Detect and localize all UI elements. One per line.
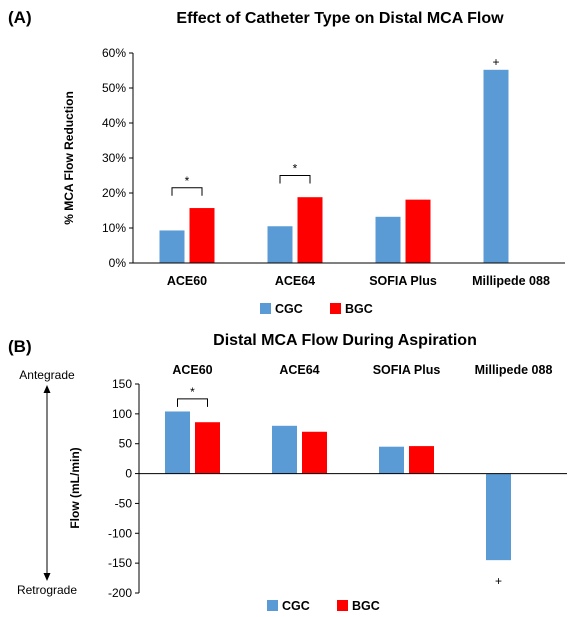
panel-b-y-ticks: 150 100 50 0 -50 -100 -150 -200 [108,377,139,600]
bar-cgc-ace64 [267,226,293,263]
bar-bgc-ace64 [297,197,323,263]
direction-arrow [43,385,51,581]
bar-bgc-ace60 [195,422,220,474]
legend-label-cgc: CGC [282,599,310,613]
panel-a-category-labels: ACE60 ACE64 SOFIA Plus Millipede 088 [167,274,550,288]
category-label: Millipede 088 [472,274,550,288]
bar-cgc-ace64 [272,425,297,474]
bar-bgc-sofia-plus [405,199,431,263]
panel-b-y-axis-label: Flow (mL/min) [68,447,82,528]
category-label: ACE60 [172,363,212,377]
panel-b-bars [165,411,511,561]
significance-bracket [171,187,203,196]
a-y-tick-label: 40% [102,116,126,130]
b-y-tick-label: -200 [108,586,132,600]
significance-plus: + [495,574,502,588]
legend-swatch-cgc [260,303,271,314]
bar-cgc-sofia-plus [375,216,401,263]
category-label: ACE64 [275,274,315,288]
bar-cgc-millipede-088 [483,69,509,263]
significance-star: * [190,385,195,399]
legend-label-cgc: CGC [275,302,303,316]
panel-a-y-axis-label: % MCA Flow Reduction [62,91,76,225]
a-y-tick-label: 50% [102,81,126,95]
panel-b-category-labels: ACE60 ACE64 SOFIA Plus Millipede 088 [172,363,552,377]
b-y-tick-label: 50 [119,437,133,451]
bar-cgc-ace60 [159,230,185,263]
antegrade-label: Antegrade [19,368,75,382]
significance-bracket [177,398,208,407]
category-label: SOFIA Plus [369,274,437,288]
legend-label-bgc: BGC [345,302,373,316]
significance-plus: + [492,55,499,69]
significance-star: * [293,162,298,176]
direction-arrow-down-head [43,573,51,581]
a-y-tick-label: 20% [102,186,126,200]
bar-cgc-sofia-plus [379,446,404,474]
a-y-tick-label: 30% [102,151,126,165]
category-label: Millipede 088 [475,363,553,377]
legend-swatch-bgc [337,600,348,611]
panel-b-legend: CGC BGC [267,599,380,613]
panel-a-annotations: * * + [171,55,500,196]
panel-a-y-ticks: 0% 10% 20% 30% 40% 50% 60% [102,46,133,270]
a-y-tick-label: 60% [102,46,126,60]
panel-a-bars [159,69,509,263]
panel-a-legend: CGC BGC [260,302,373,316]
panel-b-label: (B) [8,337,32,356]
legend-label-bgc: BGC [352,599,380,613]
b-y-tick-label: 100 [112,407,132,421]
significance-star: * [185,174,190,188]
b-y-tick-label: 0 [125,467,132,481]
panel-b: (B) Distal MCA Flow During Aspiration Fl… [8,332,567,613]
bar-bgc-sofia-plus [409,446,434,474]
b-y-tick-label: -100 [108,526,132,540]
bar-bgc-ace60 [189,208,215,263]
panel-a: (A) Effect of Catheter Type on Distal MC… [8,8,565,316]
b-y-tick-label: -150 [108,556,132,570]
bar-cgc-ace60 [165,411,190,474]
b-y-tick-label: -50 [115,496,133,510]
bar-cgc-millipede-088 [486,473,511,561]
significance-bracket [279,175,311,184]
panel-a-title: Effect of Catheter Type on Distal MCA Fl… [176,10,504,27]
panel-b-annotations: *+ [177,385,502,588]
category-label: SOFIA Plus [373,363,441,377]
direction-arrow-up-head [43,385,51,393]
category-label: ACE60 [167,274,207,288]
a-y-tick-label: 10% [102,221,126,235]
bar-bgc-ace64 [302,431,327,474]
legend-swatch-bgc [330,303,341,314]
b-y-tick-label: 150 [112,377,132,391]
legend-swatch-cgc [267,600,278,611]
category-label: ACE64 [279,363,319,377]
panel-a-label: (A) [8,8,32,27]
panel-b-title: Distal MCA Flow During Aspiration [213,332,477,349]
a-y-tick-label: 0% [109,256,127,270]
retrograde-label: Retrograde [17,583,77,597]
